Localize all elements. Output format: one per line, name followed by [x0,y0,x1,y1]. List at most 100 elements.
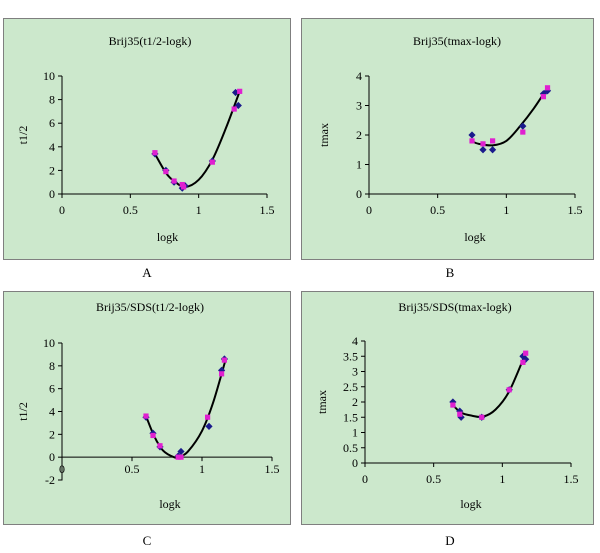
chart-4-y-tick-label: 2 [352,395,358,409]
chart-3-point-square [221,357,227,363]
chart-2-point-square [469,138,475,144]
chart-2-y-tick-label: 3 [356,99,362,113]
chart-1-y-tick-label: 2 [49,163,55,177]
chart-4-point-square [457,411,463,417]
chart-1-point-square [152,150,158,156]
chart-2-x-tick-label: 0.5 [430,203,445,217]
chart-2-point-square [544,85,551,91]
chart-4-y-tick-label: 3.5 [343,349,358,363]
chart-3-y-tick-label: -2 [45,473,55,487]
chart-1-x-axis-label: logk [157,230,178,244]
chart-4-point-diamond [522,355,530,363]
chart-3-x-tick-label: 0.5 [125,462,140,476]
chart-4-point-square [523,350,529,356]
panel-label-c: C [142,533,152,548]
chart-3-y-axis-label: t1/2 [16,402,30,421]
chart-panel-d [301,291,594,525]
chart-3-point-square [219,371,225,377]
chart-2-title: Brij35(tmax-logk) [413,34,501,48]
chart-4-y-tick-label: 1 [352,426,358,440]
chart-panel-b [301,18,594,260]
chart-1-point-square [181,184,187,190]
chart-2-point-square [520,129,526,135]
chart-4-x-tick-label: 0.5 [426,472,441,486]
chart-4-point-square [479,414,485,420]
chart-1-title: Brij35(t1/2-logk) [109,34,192,48]
chart-1-x-tick-label: 0 [59,203,65,217]
chart-1-point-square [237,88,243,94]
chart-1-point-diamond [234,101,242,110]
chart-4-point-square [450,402,456,408]
chart-3-y-tick-label: 6 [49,382,55,396]
chart-4-x-axis-label: logk [460,497,481,511]
panel-label-d: D [445,533,455,548]
chart-3-x-tick-label: 1.5 [265,462,280,476]
chart-2-y-axis-label: tmax [317,123,331,147]
chart-1-y-axis-label: t1/2 [16,126,30,145]
chart-1-x-tick-label: 1 [196,203,202,217]
chart-3-x-axis-label: logk [159,497,180,511]
chart-1-point-square [231,106,237,112]
chart-1-point-square [163,168,169,175]
chart-3-x-tick-label: 0 [59,462,65,476]
chart-1-y-tick-label: 10 [43,69,55,83]
panel-label-b: B [445,265,455,280]
chart-1-y-tick-label: 0 [49,187,55,201]
chart-3-point-diamond [218,366,226,374]
chart-4-title: Brij35/SDS(tmax-logk) [398,300,511,314]
chart-4-point-diamond [456,407,464,415]
chart-3-point-diamond [205,422,213,430]
chart-2-point-diamond [468,131,476,139]
chart-4-x-tick-label: 0 [362,472,368,486]
chart-panel-c [3,291,291,525]
chart-1-y-tick-label: 4 [49,140,55,154]
chart-4-y-tick-label: 0 [352,456,358,470]
panel-label-a: A [142,265,152,280]
chart-4-y-tick-label: 2.5 [343,380,358,394]
chart-3-point-diamond [177,447,185,456]
chart-1-point-square [171,178,177,184]
chart-2-x-tick-label: 0 [366,203,372,217]
chart-2-point-square [490,138,496,144]
chart-4-point-square [506,387,512,393]
chart-1-x-tick-label: 0.5 [123,203,138,217]
chart-3-y-tick-label: 10 [43,336,55,350]
chart-4-y-tick-label: 1.5 [343,410,358,424]
chart-2-point-square [540,94,547,100]
chart-3-y-tick-label: 2 [49,427,55,441]
chart-3-y-tick-label: 4 [49,405,55,419]
chart-2-point-diamond [543,87,552,95]
chart-2-point-square [480,141,486,147]
chart-4-y-tick-label: 4 [352,334,358,348]
chart-2-fit-curve [470,87,549,147]
chart-3-point-square [157,443,163,449]
chart-2-x-axis-label: logk [464,230,485,244]
chart-1-y-tick-label: 6 [49,116,55,130]
chart-3-point-square [178,454,184,460]
chart-3-point-square [175,454,181,460]
chart-1-y-tick-label: 8 [49,93,55,107]
chart-4-y-tick-label: 0.5 [343,441,358,455]
chart-3-y-tick-label: 8 [49,359,55,373]
chart-4-x-tick-label: 1.5 [564,472,579,486]
chart-2-x-tick-label: 1.5 [568,203,583,217]
chart-3-point-square [205,414,211,420]
chart-panel-a [3,18,291,260]
chart-2-y-tick-label: 4 [356,69,362,83]
chart-3-y-tick-label: 0 [49,450,55,464]
chart-4-x-tick-label: 1 [499,472,505,486]
chart-1-point-square [209,159,215,165]
chart-4-y-axis-label: tmax [315,390,329,414]
chart-2-y-tick-label: 0 [356,187,362,201]
chart-3-title: Brij35/SDS(t1/2-logk) [96,300,204,314]
chart-2-point-diamond [519,122,527,130]
chart-4-point-square [520,359,526,365]
chart-1-x-tick-label: 1.5 [260,203,275,217]
chart-4-y-tick-label: 3 [352,365,358,379]
chart-4-fit-curve [452,352,527,419]
chart-2-y-tick-label: 2 [356,128,362,142]
chart-3-fit-curve [145,358,227,459]
chart-3-point-square [143,413,149,419]
chart-2-x-tick-label: 1 [503,203,509,217]
